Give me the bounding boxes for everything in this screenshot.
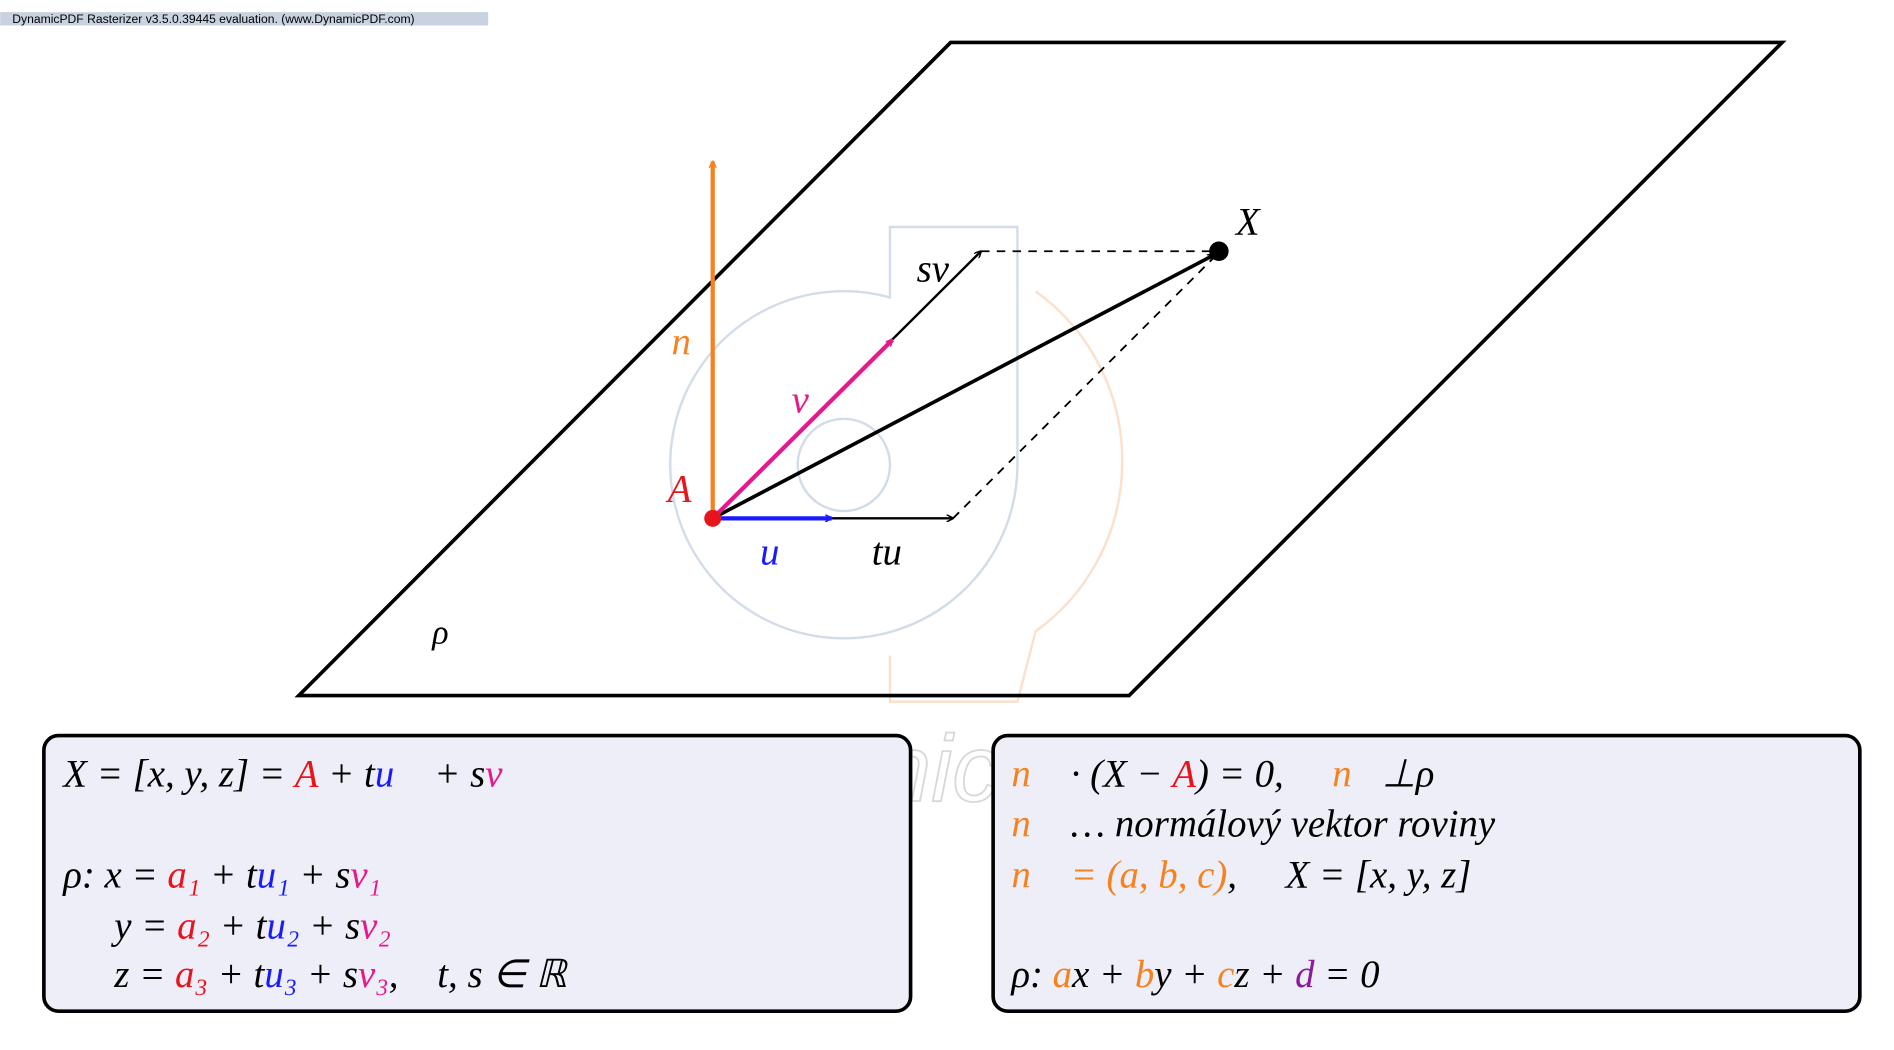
formula-part: b (1135, 953, 1154, 996)
formula-line: n⃗ … normálový vektor roviny (1011, 802, 1496, 845)
formula-part: , X = [x, y, z] (1227, 853, 1471, 896)
formula-part: + t (210, 904, 268, 947)
formula-part: ⊥ρ (1382, 753, 1434, 796)
formula-line: n⃗ · (X − A) = 0, n⃗⊥ρ (1011, 753, 1434, 796)
formula-part: n⃗ (1332, 753, 1382, 796)
formula-part: + s (290, 853, 351, 896)
left-box (42, 733, 913, 1013)
formula-part: X = [x, y, z] = (61, 753, 294, 796)
formula-part: y + (1150, 953, 1217, 996)
logo (669, 225, 1019, 640)
right-box (991, 733, 1862, 1013)
plane (294, 40, 1787, 698)
formula-line: ρ: x = a₁ + tu₁ + sv₁ (62, 853, 381, 896)
point-a (704, 509, 722, 527)
formula-part: u₃ (264, 953, 297, 996)
formula-part: n⃗ (1011, 753, 1061, 796)
formula-part: A (1169, 753, 1196, 796)
formula-part: u₂ (266, 904, 299, 947)
formula-part: v₂ (360, 904, 391, 947)
label-x: X (1234, 200, 1261, 243)
formula-part: ρ: x = (62, 853, 167, 896)
formula-line: ρ: ax + by + cz + d = 0 (1010, 953, 1379, 996)
logo-part (888, 290, 1124, 703)
formula-line: X = [x, y, z] = A + tu⃗ + sv⃗ (61, 753, 532, 796)
label-rho: ρ (431, 614, 448, 651)
label-a: A (665, 467, 692, 510)
label-v: v⃗ (792, 379, 839, 422)
point-x (1209, 241, 1229, 261)
label-n: n⃗ (671, 320, 721, 363)
formula-part: u₁ (257, 853, 290, 896)
formula-part: a₃ (175, 953, 208, 996)
formula-part: ) = 0, (1194, 753, 1332, 796)
formula-line: z = a₃ + tu₃ + sv₃, t, s ∈ ℝ (113, 953, 569, 996)
formula-part: n⃗ (1011, 802, 1061, 845)
labels: X A n⃗ v⃗ u⃗ tu⃗ sv⃗ ρ (431, 200, 1261, 651)
vector-v (711, 340, 893, 520)
formula-part: = 0 (1315, 953, 1380, 996)
formula-part: u⃗ (375, 753, 425, 796)
formula-part: v⃗ (485, 753, 532, 796)
formula-part: a₁ (167, 853, 200, 896)
formulas: X = [x, y, z] = A + tu⃗ + sv⃗ρ: x = a₁ +… (61, 753, 1496, 996)
formula-part: + t (208, 953, 266, 996)
formula-part: c (1217, 953, 1234, 996)
formula-part: n⃗ = (a, b, c) (1011, 853, 1227, 896)
formula-part: + s (299, 904, 360, 947)
formula-part: ρ: (1010, 953, 1052, 996)
formula-line: n⃗ = (a, b, c), X = [x, y, z] (1011, 853, 1471, 896)
formula-part: x + (1071, 953, 1135, 996)
formula-part: a (1053, 953, 1072, 996)
formula-part: d (1295, 953, 1315, 996)
label-tu: tu⃗ (872, 530, 932, 573)
dashed-lines (952, 250, 1215, 519)
header-text: DynamicPDF Rasterizer v3.5.0.39445 evalu… (12, 12, 414, 26)
formula-part: a₂ (177, 904, 210, 947)
formula-part: + s (297, 953, 358, 996)
formula-line: y = a₂ + tu₂ + sv₂ (110, 904, 391, 947)
header-bar (0, 12, 489, 26)
label-sv: sv⃗ (917, 248, 980, 291)
formula-part: A (292, 753, 319, 796)
formula-part: + s (424, 753, 485, 796)
formula-part: , t, s ∈ ℝ (389, 953, 569, 996)
formula-part: v₃ (358, 953, 389, 996)
formula-part: v₁ (350, 853, 381, 896)
formula-part: + t (200, 853, 258, 896)
formula-part: … normálový vektor roviny (1061, 802, 1496, 845)
formula-part: z = (113, 953, 175, 996)
vector-ax (711, 253, 1214, 520)
formula-part: · (X − (1061, 753, 1172, 796)
formula-part: + t (318, 753, 376, 796)
label-u: u⃗ (760, 530, 810, 573)
formula-part: y = (110, 904, 177, 947)
formula-part: z + (1233, 953, 1295, 996)
